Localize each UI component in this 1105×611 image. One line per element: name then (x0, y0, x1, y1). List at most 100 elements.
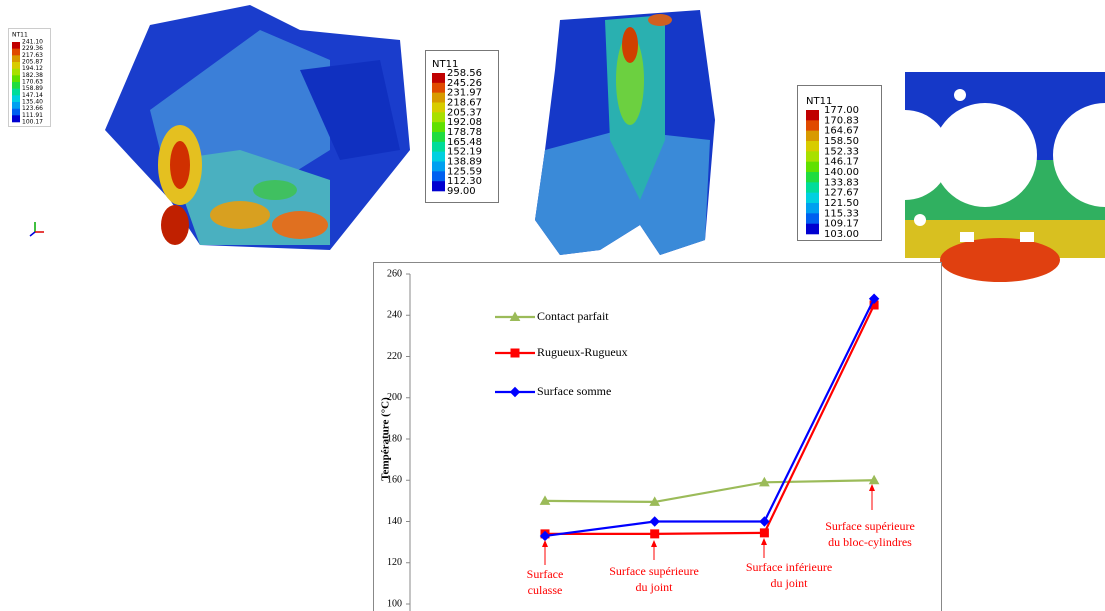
colorbar-band (12, 115, 20, 123)
series-line (545, 304, 876, 535)
colorbar-label: 229.36 (22, 45, 43, 52)
data-point (759, 476, 770, 487)
fea-image-1 (105, 5, 410, 250)
series-line (544, 298, 876, 538)
annotation-text: Surface inférieure (746, 560, 832, 574)
legend-title: NT11 (12, 32, 28, 39)
colorbar-label: 112.30 (447, 176, 482, 187)
annotation-arrowhead (542, 540, 548, 547)
legend-marker (509, 386, 521, 398)
colorbar-band (12, 48, 20, 56)
legend-label: Surface somme (537, 384, 611, 398)
colorbar-label: 165.48 (447, 137, 482, 148)
annotation-text: Surface supérieure (825, 519, 915, 533)
colorbar-band (432, 161, 445, 172)
colorbar-band (432, 151, 445, 162)
colorbar-label: 241.10 (22, 39, 43, 46)
y-tick-label: 160 (387, 475, 402, 486)
colorbar-band (806, 172, 819, 183)
colorbar-band (806, 130, 819, 142)
colorbar-band (12, 82, 20, 89)
y-tick-label: 240 (387, 310, 402, 321)
legend-title: NT11 (432, 59, 458, 70)
colorbar-label: 111.91 (22, 112, 43, 119)
legend-label: Rugueux-Rugueux (537, 345, 628, 359)
colorbar-label: 218.67 (447, 98, 482, 109)
colorbar-label: 152.19 (447, 147, 482, 158)
colorbar-label: 205.87 (22, 59, 43, 66)
colorbar-band (432, 92, 445, 103)
colorbar-label: 133.83 (824, 177, 859, 188)
chart-frame (373, 262, 942, 611)
colorbar-label: 178.78 (447, 127, 482, 138)
legend-marker (510, 348, 520, 358)
data-point (650, 529, 660, 539)
legend-title: NT11 (806, 96, 832, 107)
colorbar-label: 147.14 (22, 92, 43, 99)
data-point (539, 495, 551, 505)
colorbar-label: 258.56 (447, 68, 482, 79)
y-tick-label: 200 (387, 392, 402, 403)
colorbar-label: 158.50 (824, 136, 859, 147)
y-tick-label: 260 (387, 268, 402, 279)
colorbar-label: 194.12 (22, 65, 43, 72)
colorbar-band (432, 82, 445, 93)
annotation-text: du joint (635, 580, 673, 594)
data-point (759, 516, 770, 527)
annotation-text: culasse (528, 583, 563, 597)
annotation-arrowhead (761, 538, 767, 545)
colorbar-label: 125.59 (447, 166, 482, 177)
colorbar-band (12, 102, 20, 109)
annotation-text: du joint (770, 576, 808, 590)
colorbar-band (12, 68, 20, 76)
colorbar-label: 121.50 (824, 198, 859, 209)
colorbar-label: 146.17 (824, 157, 859, 168)
data-point (868, 293, 880, 304)
colorbar-band (806, 182, 819, 193)
colorbar-label: 217.63 (22, 52, 43, 59)
colorbar-label: 164.67 (824, 126, 859, 137)
colorbar-band (12, 88, 20, 96)
colorbar-band (806, 192, 819, 204)
colorbar-label: 135.40 (22, 99, 43, 106)
colorbar-band (432, 102, 445, 113)
colorbar-band (432, 141, 445, 152)
colorbar-band (12, 55, 20, 63)
colorbar-band (806, 223, 819, 235)
y-tick-label: 140 (387, 516, 402, 527)
colorbar-band (806, 203, 819, 214)
colorbar-band (806, 110, 819, 121)
colorbar-label: 192.08 (447, 117, 482, 128)
legend-marker (509, 311, 521, 321)
colorbar-band (12, 108, 20, 116)
colorbar-label: 182.38 (22, 72, 43, 79)
colorbar-label: 245.26 (447, 78, 482, 89)
y-tick-label: 100 (387, 598, 402, 609)
legend-label: Contact parfait (537, 309, 609, 323)
axis-triad (29, 222, 44, 237)
data-point (649, 516, 660, 527)
colorbar-label: 100.17 (22, 119, 43, 126)
annotation-arrowhead (651, 540, 657, 547)
colorbar-band (432, 171, 445, 182)
colorbar-band (432, 122, 445, 133)
data-point (759, 528, 769, 538)
data-point (868, 474, 880, 485)
colorbar-label: 115.33 (824, 208, 859, 219)
colorbar-band (806, 161, 819, 173)
colorbar-label: 138.89 (447, 157, 482, 168)
y-tick-label: 120 (387, 557, 402, 568)
colorbar-band (12, 42, 20, 49)
colorbar-label: 170.83 (824, 115, 859, 126)
colorbar-band (12, 95, 20, 103)
data-point (649, 496, 661, 506)
colorbar-label: 177.00 (824, 105, 859, 116)
annotation-text: Surface supérieure (609, 564, 699, 578)
colorbar-label: 99.00 (447, 186, 476, 197)
y-axis-title: Température (°C) (380, 397, 392, 481)
colorbar-label: 123.66 (22, 105, 43, 112)
colorbar-band (806, 151, 819, 162)
colorbar-band (12, 62, 20, 69)
y-tick-label: 220 (387, 351, 402, 362)
